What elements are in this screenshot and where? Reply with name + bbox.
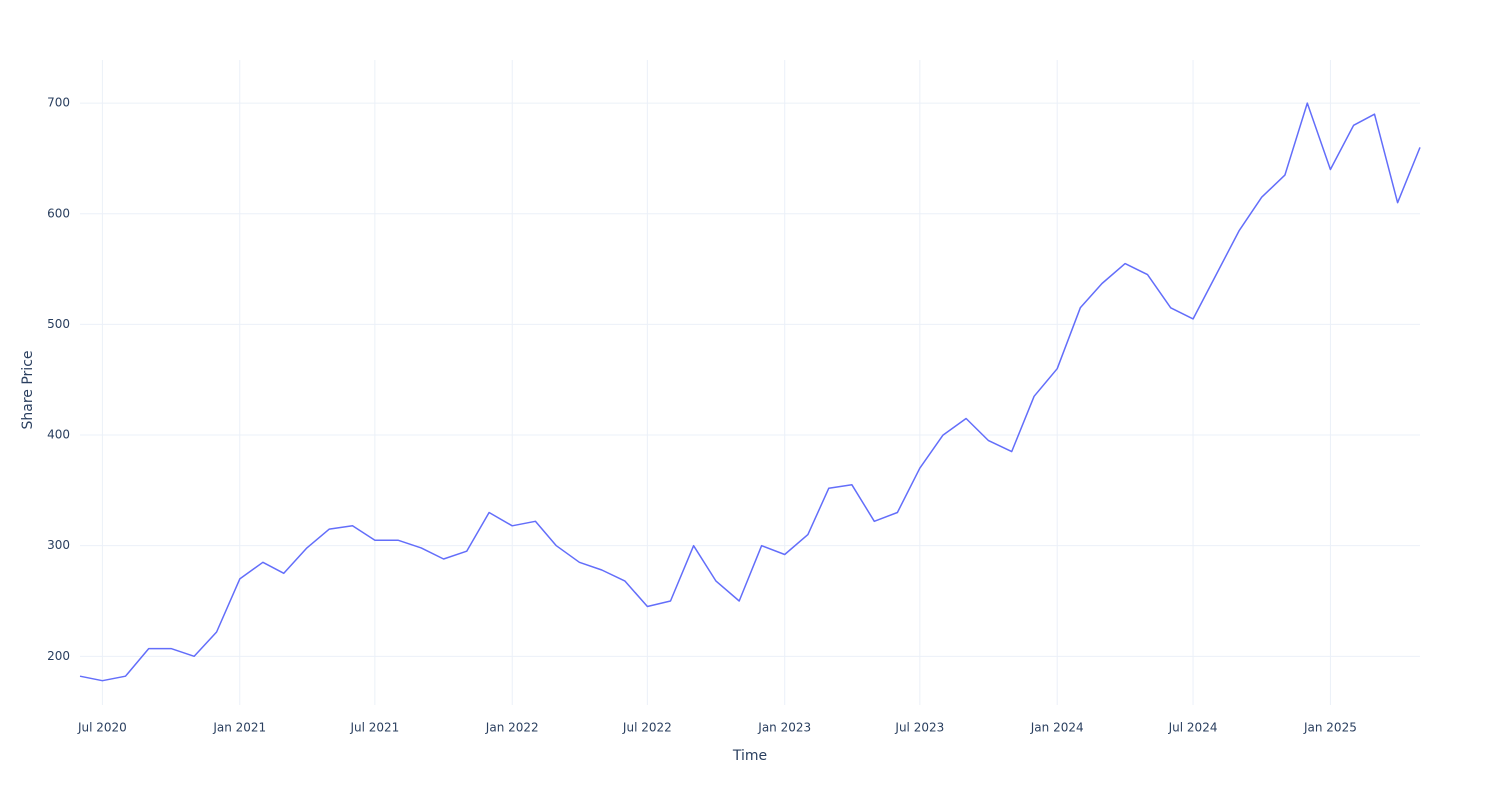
- y-tick-label: 200: [47, 649, 70, 663]
- x-tick-label: Jul 2020: [77, 721, 127, 735]
- x-tick-label: Jul 2024: [1168, 721, 1218, 735]
- x-tick-label: Jul 2022: [622, 721, 672, 735]
- x-axis-title: Time: [732, 748, 767, 764]
- x-tick-label: Jan 2022: [485, 721, 539, 735]
- y-tick-label: 600: [47, 206, 70, 220]
- y-tick-label: 400: [47, 428, 70, 442]
- x-tick-label: Jan 2024: [1030, 721, 1084, 735]
- x-tick-label: Jul 2021: [349, 721, 399, 735]
- y-tick-label: 500: [47, 317, 70, 331]
- x-tick-label: Jul 2023: [894, 721, 944, 735]
- x-tick-label: Jan 2023: [757, 721, 811, 735]
- price-line: [79, 102, 1421, 682]
- x-tick-label: Jan 2025: [1303, 721, 1357, 735]
- x-tick-label: Jan 2021: [212, 721, 266, 735]
- y-tick-label: 300: [47, 538, 70, 552]
- y-tick-label: 700: [47, 96, 70, 110]
- y-axis-title: Share Price: [20, 350, 36, 429]
